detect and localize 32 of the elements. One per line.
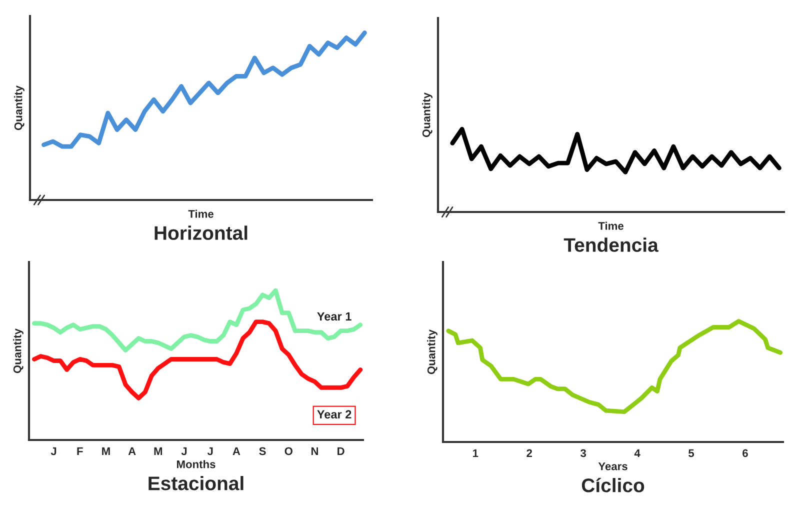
x-tick-label: F xyxy=(77,447,83,455)
x-axis-title: Years xyxy=(598,462,628,470)
text: Tendencia xyxy=(564,238,658,252)
x-axis-title: Time xyxy=(598,222,624,230)
x-tick-label: J xyxy=(50,447,56,456)
text: Cíclico xyxy=(582,478,644,492)
y-axis-title: Quantity xyxy=(14,86,24,130)
x-tick-label: M xyxy=(154,447,162,455)
x-tick-label: 1 xyxy=(472,449,478,457)
x-tick-label: A xyxy=(128,447,136,455)
x-tick-label: S xyxy=(259,447,266,456)
x-tick-label: 4 xyxy=(634,449,640,457)
x-tick-label: M xyxy=(102,447,110,455)
x-axis-title: Time xyxy=(188,210,214,218)
x-tick-label: 5 xyxy=(688,449,694,458)
x-tick-label: N xyxy=(311,447,318,455)
x-tick-label: A xyxy=(232,447,240,455)
x-tick-label: J xyxy=(207,447,213,456)
text: Horizontal xyxy=(154,226,248,240)
series-label: Year 1 xyxy=(317,312,352,321)
y-axis-title: Quantity xyxy=(427,330,438,374)
x-tick-label: J xyxy=(181,447,187,456)
x-axis-title: Months xyxy=(176,460,216,468)
x-tick-label: 6 xyxy=(742,449,748,458)
x-tick-label: O xyxy=(284,447,292,456)
series-label: Year 2 xyxy=(317,410,352,419)
y-axis-title: Quantity xyxy=(13,328,24,374)
x-tick-label: 3 xyxy=(580,449,586,458)
y-axis-title: Quantity xyxy=(422,92,432,138)
x-tick-label: D xyxy=(338,447,344,455)
x-tick-label: 2 xyxy=(526,449,532,457)
text: Estacional xyxy=(148,476,244,490)
